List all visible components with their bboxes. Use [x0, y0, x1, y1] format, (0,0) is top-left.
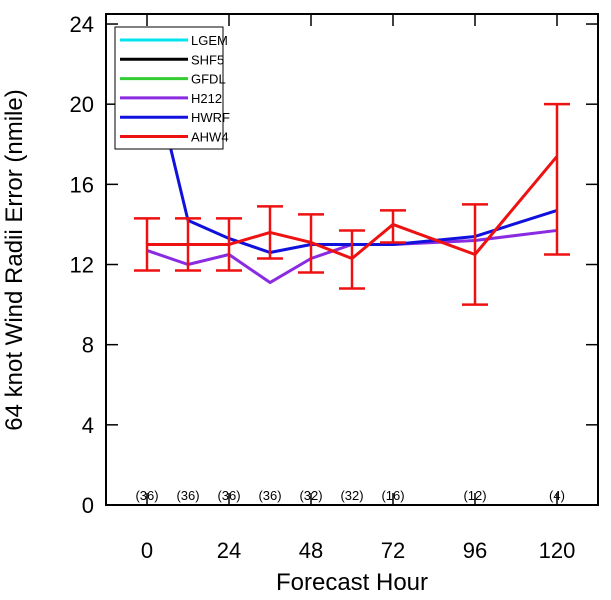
legend-label-h212: H212 [191, 91, 222, 106]
axis-ticks [106, 14, 598, 506]
legend-label-lgem: LGEM [191, 33, 228, 48]
y-tick-label: 8 [82, 333, 94, 358]
y-tick-label: 24 [70, 12, 94, 37]
y-tick-label: 0 [82, 493, 94, 518]
x-tick-label: 72 [381, 538, 405, 563]
sample-count-label: (36) [135, 488, 158, 503]
sample-count-label: (36) [217, 488, 240, 503]
sample-count-label: (12) [463, 488, 486, 503]
error-bars [134, 102, 570, 306]
legend-label-hwrf: HWRF [191, 110, 230, 125]
legend-box [114, 26, 224, 150]
sample-count-label: (32) [299, 488, 322, 503]
y-tick-label: 4 [82, 413, 94, 438]
legend-label-ahw4: AHW4 [191, 130, 229, 145]
sample-count-label: (32) [340, 488, 363, 503]
sample-count-label: (4) [549, 488, 565, 503]
y-tick-label: 20 [70, 92, 94, 117]
x-axis-title: Forecast Hour [276, 569, 428, 596]
sample-count-label: (16) [381, 488, 404, 503]
sample-count-label: (36) [258, 488, 281, 503]
sample-counts: (36) (36) (36) (36) (32) (32) (16) (12) (4) [135, 488, 565, 503]
plot-frame [105, 13, 599, 506]
y-axis-title: 64 knot Wind Radii Error (nmile) [1, 89, 28, 430]
legend-label-gfdl: GFDL [191, 72, 226, 87]
sample-count-label: (36) [176, 488, 199, 503]
y-tick-label: 12 [70, 253, 94, 278]
x-tick-label: 0 [141, 538, 153, 563]
legend-label-shf5: SHF5 [191, 52, 224, 67]
legend: LGEM SHF5 GFDL H212 HWRF AHW4 [114, 26, 230, 150]
x-tick-label: 24 [217, 538, 241, 563]
x-tick-label: 48 [299, 538, 323, 563]
x-tick-label: 120 [539, 538, 576, 563]
x-tick-label: 96 [463, 538, 487, 563]
y-tick-label: 16 [70, 172, 94, 197]
